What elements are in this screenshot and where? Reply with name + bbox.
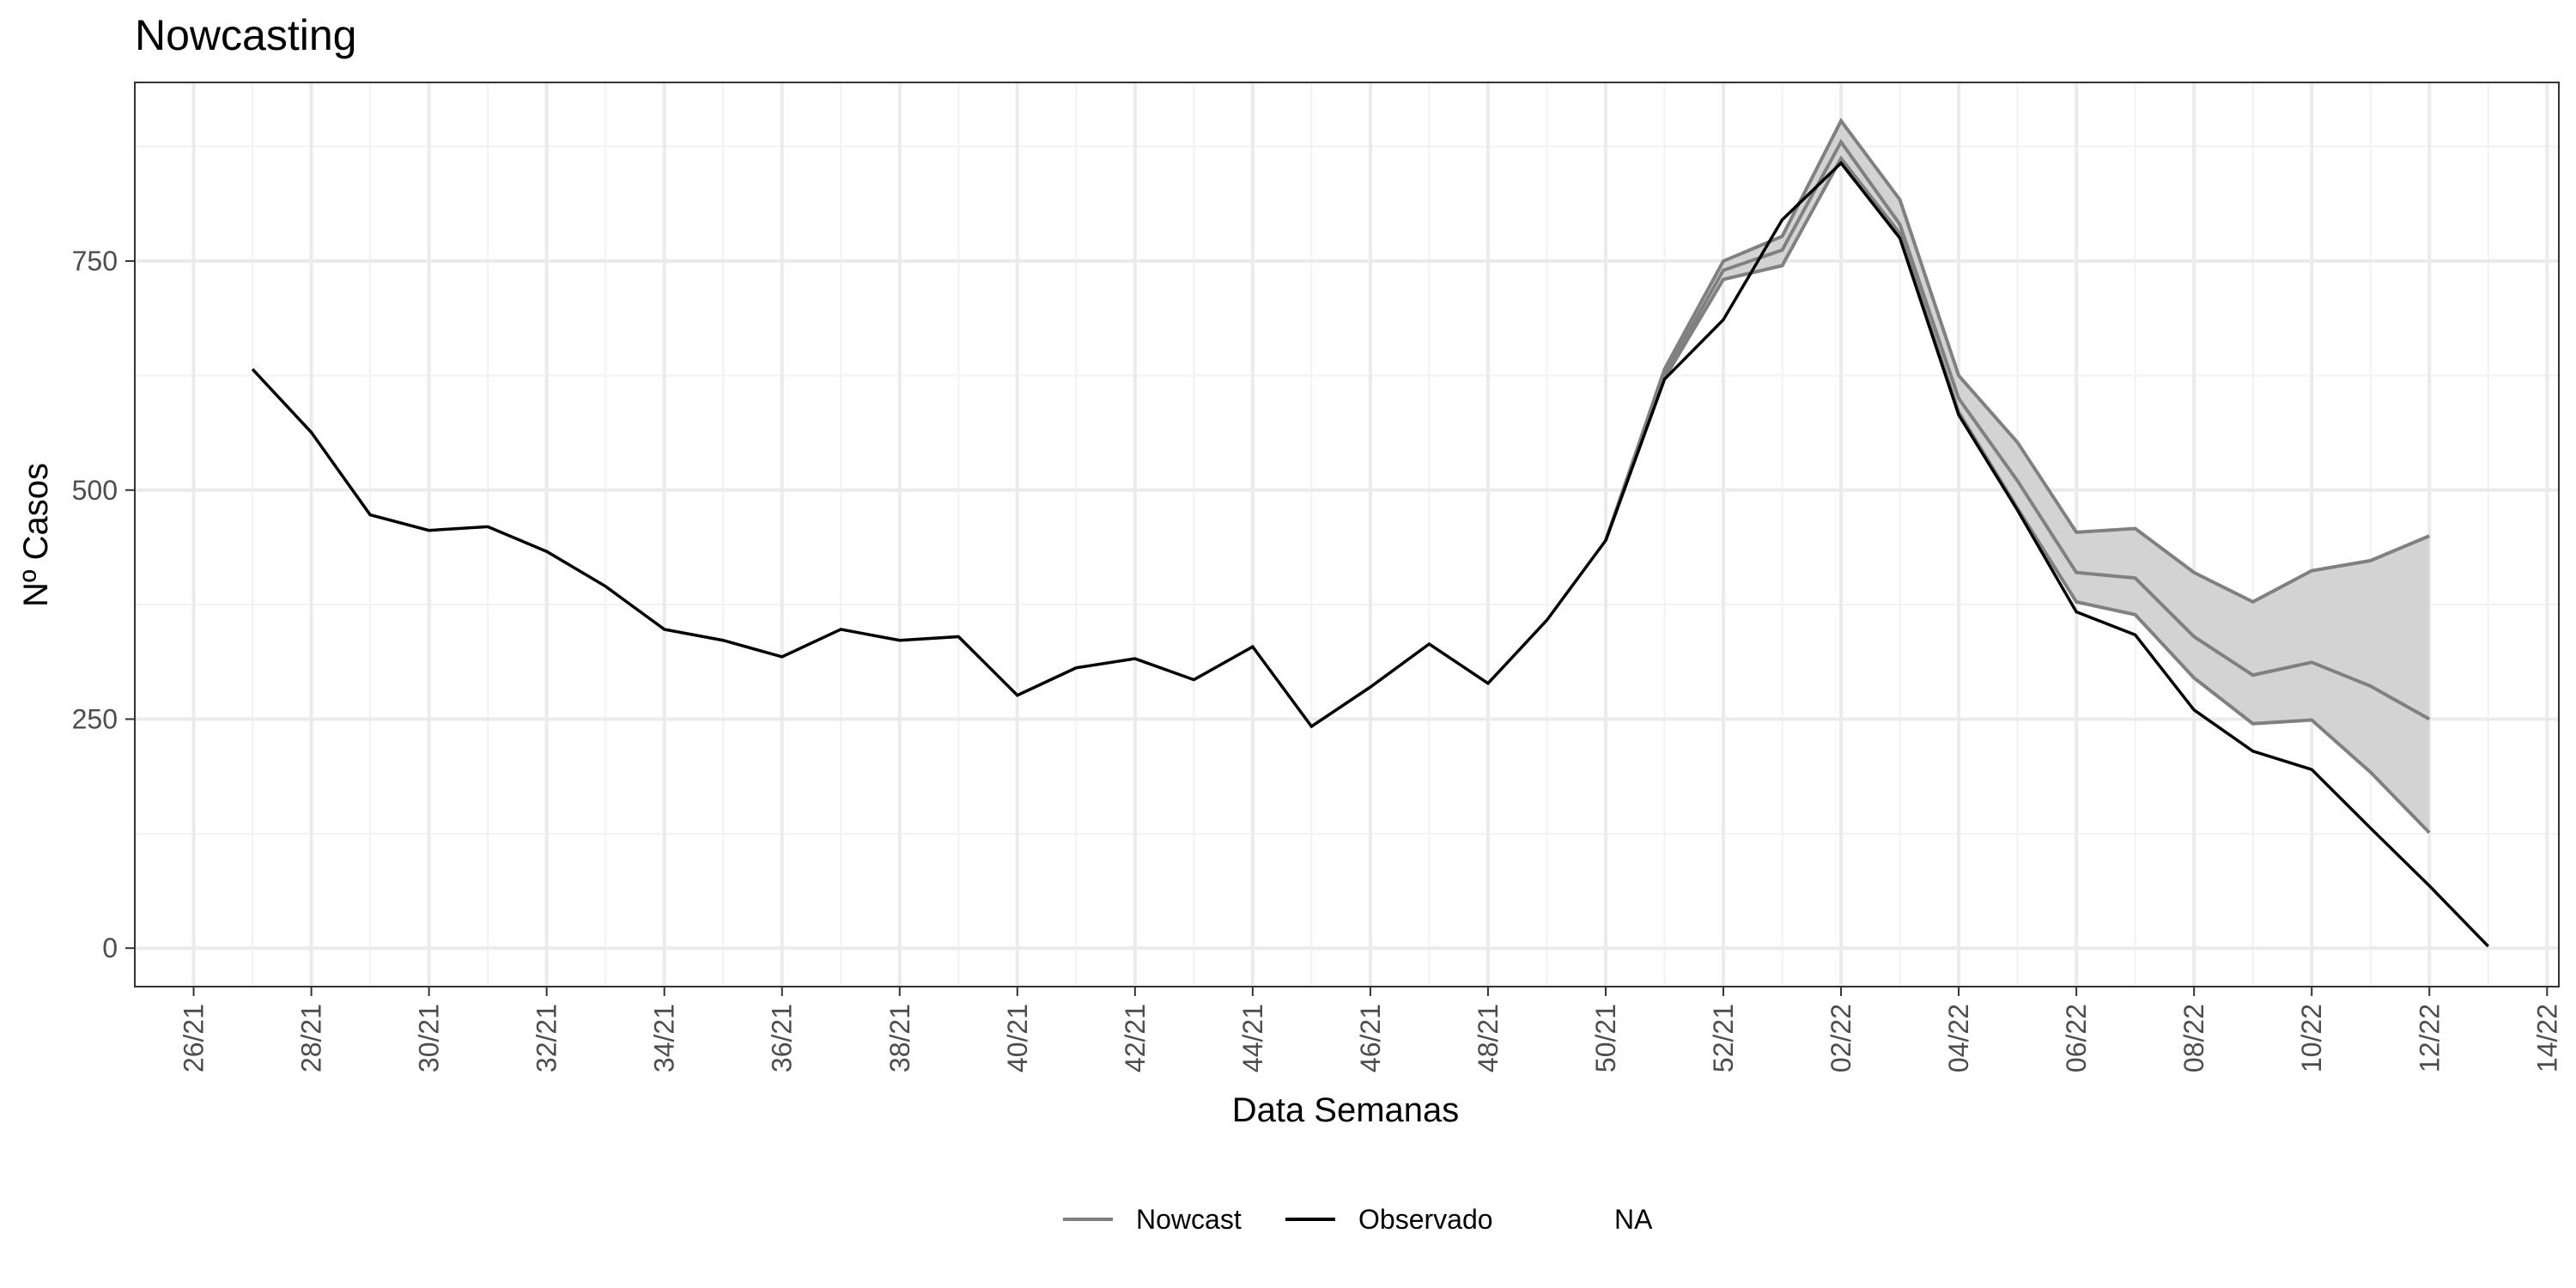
x-tick-label: 48/21 bbox=[1473, 1004, 1504, 1072]
x-tick-label: 10/22 bbox=[2296, 1004, 2327, 1072]
observado-point bbox=[2015, 507, 2020, 513]
x-tick-label: 46/21 bbox=[1355, 1004, 1386, 1072]
observado-series-line bbox=[251, 161, 2490, 948]
nowcast-point bbox=[2133, 575, 2138, 580]
observado-point bbox=[1485, 681, 1491, 686]
observado-point bbox=[603, 584, 608, 589]
x-tick-label: 44/21 bbox=[1237, 1004, 1268, 1072]
observado-point bbox=[956, 634, 961, 639]
observado-point bbox=[1780, 217, 1785, 222]
nowcast-point bbox=[2427, 716, 2432, 721]
observado-point bbox=[780, 654, 785, 659]
x-axis-title: Data Semanas bbox=[1232, 1091, 1460, 1129]
y-tick-label: 500 bbox=[72, 475, 118, 506]
observado-point bbox=[2074, 610, 2079, 615]
observado-point bbox=[1838, 161, 1844, 166]
observado-point bbox=[1898, 235, 1903, 240]
nowcast-point bbox=[2015, 478, 2020, 483]
observado-point bbox=[1133, 656, 1138, 661]
nowcast-point bbox=[2191, 634, 2196, 639]
legend-label-observado: Observado bbox=[1358, 1204, 1493, 1235]
chart-title: Nowcasting bbox=[135, 11, 356, 59]
x-tick-label: 02/22 bbox=[1826, 1004, 1856, 1072]
nowcast-point bbox=[2368, 683, 2373, 689]
x-tick-label: 30/21 bbox=[414, 1004, 445, 1072]
observado-point bbox=[2191, 708, 2196, 713]
observado-point bbox=[1426, 641, 1431, 647]
panel-background bbox=[135, 82, 2559, 987]
observado-point bbox=[1721, 317, 1726, 322]
observado-point bbox=[1250, 644, 1255, 649]
x-tick-label: 42/21 bbox=[1120, 1004, 1151, 1072]
legend-label-nowcast: Nowcast bbox=[1136, 1204, 1242, 1235]
observado-point bbox=[309, 430, 314, 435]
x-tick-label: 38/21 bbox=[884, 1004, 915, 1072]
plot-panel bbox=[134, 82, 2560, 987]
observado-point bbox=[720, 638, 726, 643]
nowcast-series-line bbox=[1604, 138, 2431, 721]
nowcast-point bbox=[1956, 396, 1961, 401]
nowcast-point bbox=[2251, 672, 2256, 677]
observado-point bbox=[2368, 825, 2373, 830]
observado-point bbox=[838, 627, 843, 632]
nowcast-point bbox=[1603, 538, 1608, 543]
observado-point bbox=[897, 638, 902, 643]
nowcast-point bbox=[2074, 570, 2079, 575]
nowcast-point bbox=[1662, 372, 1668, 377]
legend: Nowcast Observado NA bbox=[1063, 1204, 1653, 1235]
observado-point bbox=[368, 513, 373, 518]
nowcast-upper-line bbox=[1604, 118, 2431, 605]
x-tick-label: 08/22 bbox=[2178, 1004, 2209, 1072]
x-axis: 26/21 28/21 30/21 32/21 34/21 36/21 38/21 40/21… bbox=[179, 987, 2562, 1072]
observado-point bbox=[662, 627, 667, 632]
observado-point bbox=[1191, 677, 1196, 683]
legend-label-na: NA bbox=[1614, 1204, 1653, 1235]
observado-point bbox=[2133, 632, 2138, 637]
y-tick-label: 750 bbox=[72, 246, 118, 276]
observado-point bbox=[1015, 693, 1020, 698]
panel-border bbox=[134, 82, 2560, 987]
nowcast-point bbox=[1898, 222, 1903, 227]
y-tick-label: 0 bbox=[102, 933, 118, 963]
minor-gridlines bbox=[135, 82, 2559, 987]
y-tick-label: 250 bbox=[72, 703, 118, 734]
x-tick-label: 40/21 bbox=[1002, 1004, 1033, 1072]
observado-point bbox=[1368, 684, 1373, 690]
x-tick-label: 52/21 bbox=[1708, 1004, 1739, 1072]
observado-point bbox=[2251, 749, 2256, 754]
x-tick-label: 34/21 bbox=[649, 1004, 680, 1072]
observado-point bbox=[2309, 767, 2314, 772]
x-tick-label: 26/21 bbox=[179, 1004, 210, 1072]
x-tick-label: 28/21 bbox=[296, 1004, 327, 1072]
y-axis-title: Nº Casos bbox=[17, 463, 55, 607]
x-tick-label: 36/21 bbox=[767, 1004, 798, 1072]
x-tick-label: 04/22 bbox=[1943, 1004, 1974, 1072]
nowcast-point bbox=[1780, 247, 1785, 252]
observado-point bbox=[544, 549, 550, 554]
observado-point bbox=[2427, 884, 2432, 889]
observado-point bbox=[1309, 724, 1314, 729]
x-tick-label: 32/21 bbox=[532, 1004, 562, 1072]
y-axis: 0 250 500 750 bbox=[72, 246, 135, 963]
x-tick-label: 06/22 bbox=[2061, 1004, 2092, 1072]
x-tick-label: 12/22 bbox=[2414, 1004, 2445, 1072]
observado-point bbox=[1956, 412, 1961, 417]
observado-point bbox=[1544, 617, 1549, 623]
observado-point bbox=[485, 524, 490, 529]
observado-point bbox=[1073, 665, 1078, 671]
x-tick-label: 50/21 bbox=[1590, 1004, 1621, 1072]
x-tick-label: 14/22 bbox=[2531, 1004, 2562, 1072]
nowcast-point bbox=[2309, 659, 2314, 665]
observado-point bbox=[427, 528, 432, 533]
nowcast-point bbox=[1838, 139, 1844, 144]
observado-point bbox=[250, 367, 255, 372]
nowcast-point bbox=[1721, 268, 1726, 273]
observado-point bbox=[1662, 377, 1668, 382]
observado-point bbox=[2486, 944, 2491, 949]
